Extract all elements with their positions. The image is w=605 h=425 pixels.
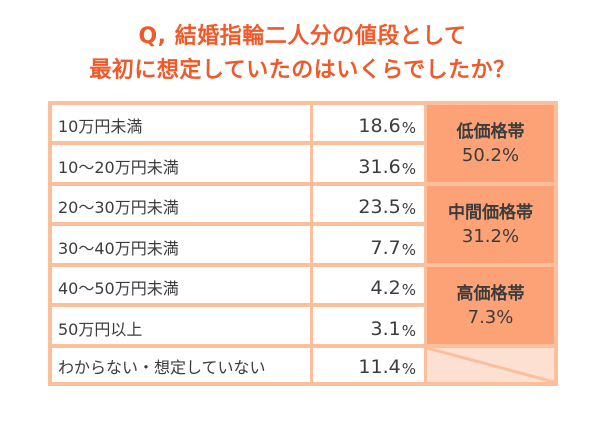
row-label: 30～40万円未満 (52, 226, 310, 263)
row-label: わからない・想定していない (52, 348, 310, 382)
group-label: 中間価格帯 (448, 202, 533, 223)
row-value: 23.5% (313, 186, 424, 222)
value-unit: % (401, 119, 416, 137)
row-value: 4.2% (313, 267, 424, 303)
group-high-price: 高価格帯 7.3% (427, 267, 554, 344)
value-unit: % (401, 160, 416, 178)
value-number: 11.4 (358, 356, 401, 378)
group-value: 50.2% (461, 144, 520, 166)
row-label: 40～50万円未満 (52, 267, 310, 303)
row-label: 10～20万円未満 (52, 145, 310, 182)
value-unit: % (401, 241, 416, 259)
value-number: 18.6 (358, 115, 401, 137)
group-mid-price: 中間価格帯 31.2% (427, 186, 554, 263)
group-label: 高価格帯 (456, 283, 525, 304)
value-unit: % (401, 360, 416, 378)
row-label: 20～30万円未満 (52, 186, 310, 222)
value-number: 7.7 (370, 237, 401, 259)
value-unit: % (401, 281, 416, 299)
value-unit: % (401, 200, 416, 218)
group-label: 低価格帯 (456, 121, 525, 142)
question-title-line1: Q, 結婚指輪二人分の値段として (138, 24, 467, 49)
row-value: 11.4% (313, 348, 424, 382)
row-value: 18.6% (313, 105, 424, 141)
value-number: 23.5 (358, 196, 401, 218)
group-value: 31.2% (461, 225, 520, 247)
row-value: 3.1% (313, 307, 424, 344)
group-low-price: 低価格帯 50.2% (427, 105, 554, 182)
value-unit: % (401, 322, 416, 340)
diagonal-slash (427, 348, 554, 382)
row-value: 7.7% (313, 226, 424, 263)
value-number: 3.1 (370, 318, 401, 340)
value-number: 4.2 (370, 277, 401, 299)
empty-group-cell (427, 348, 554, 382)
question-title-line2: 最初に想定していたのはいくらでしたか？ (89, 58, 516, 83)
row-value: 31.6% (313, 145, 424, 182)
group-value: 7.3% (467, 306, 514, 328)
row-label: 10万円未満 (52, 105, 310, 141)
value-number: 31.6 (358, 156, 401, 178)
row-label: 50万円以上 (52, 307, 310, 344)
results-table: 10万円未満 18.6% 10～20万円未満 31.6% 20～30万円未満 2… (48, 101, 558, 386)
